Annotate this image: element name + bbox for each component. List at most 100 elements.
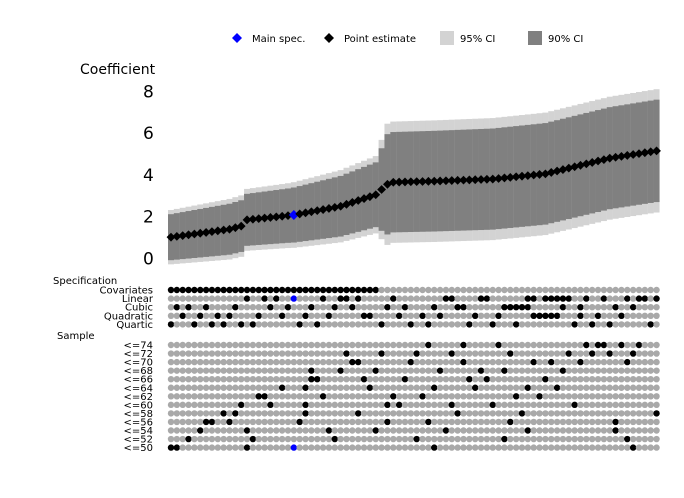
sample-indicator — [466, 444, 473, 451]
sample-indicator — [618, 427, 625, 434]
sample-indicator — [536, 427, 543, 434]
sample-indicator — [501, 410, 508, 417]
specification-indicator — [232, 312, 239, 319]
sample-indicator — [355, 435, 362, 443]
specification-indicator — [167, 321, 175, 328]
sample-indicator — [489, 435, 496, 443]
sample-indicator — [472, 376, 479, 383]
sample-indicator — [524, 341, 532, 349]
sample-indicator — [208, 393, 216, 400]
sample-indicator — [331, 350, 338, 357]
sample-indicator — [653, 418, 660, 426]
sample-indicator — [530, 418, 537, 426]
specification-indicator — [360, 295, 368, 302]
specification-indicator — [290, 321, 298, 328]
sample-row-label: <=50 — [124, 443, 153, 454]
sample-row-label: <=70 — [124, 358, 153, 369]
sample-indicator — [214, 435, 221, 443]
specification-indicator — [390, 312, 397, 319]
sample-indicator — [360, 376, 368, 383]
sample-indicator — [179, 376, 186, 383]
sample-indicator — [372, 418, 379, 426]
sample-indicator — [331, 410, 338, 417]
specification-indicator — [442, 304, 450, 311]
specification-indicator — [495, 312, 502, 319]
sample-indicator — [600, 358, 608, 366]
specification-indicator — [594, 304, 602, 311]
point-estimate — [558, 165, 568, 174]
sample-indicator — [208, 376, 216, 383]
specification-indicator — [653, 312, 660, 319]
specification-indicator — [407, 304, 415, 311]
specification-indicator — [337, 304, 344, 311]
sample-indicator — [214, 341, 221, 349]
specification-indicator — [606, 321, 613, 328]
specification-indicator — [413, 295, 420, 302]
sample-indicator — [179, 427, 186, 434]
sample-indicator — [477, 367, 485, 374]
sample-indicator — [618, 376, 625, 383]
sample-indicator — [413, 418, 420, 426]
sample-indicator — [495, 350, 502, 357]
sample-indicator — [384, 435, 391, 443]
specification-indicator — [273, 312, 280, 319]
sample-indicator — [624, 341, 631, 349]
sample-indicator — [185, 358, 192, 366]
sample-indicator — [355, 418, 362, 426]
sample-indicator — [214, 410, 221, 417]
sample-indicator — [290, 384, 298, 391]
sample-indicator — [413, 410, 420, 417]
sample-indicator — [226, 401, 233, 409]
sample-indicator — [401, 418, 409, 426]
specification-indicator — [296, 295, 303, 302]
sample-indicator — [507, 376, 514, 383]
sample-indicator — [442, 376, 450, 383]
sample-indicator — [454, 427, 461, 434]
sample-indicator — [238, 384, 245, 391]
sample-indicator — [460, 427, 467, 434]
sample-indicator — [606, 401, 613, 409]
sample-indicator — [501, 393, 508, 400]
sample-indicator — [384, 358, 391, 366]
sample-indicator — [501, 427, 508, 434]
sample-indicator — [349, 367, 356, 374]
sample-indicator — [624, 401, 631, 409]
sample-indicator — [395, 393, 403, 400]
specification-indicator — [249, 286, 257, 294]
sample-indicator — [290, 418, 298, 426]
point-estimate — [576, 160, 585, 170]
sample-indicator — [507, 367, 514, 374]
specification-indicator — [565, 286, 572, 294]
sample-indicator — [372, 376, 379, 383]
specification-indicator — [413, 304, 420, 311]
sample-indicator — [618, 393, 625, 400]
sample-indicator — [343, 435, 350, 443]
specification-row-label: Cubic — [125, 303, 153, 314]
sample-indicator — [641, 350, 649, 357]
sample-indicator — [618, 418, 625, 426]
sample-indicator — [191, 401, 198, 409]
sample-indicator — [466, 376, 473, 383]
sample-indicator — [191, 418, 198, 426]
sample-indicator — [255, 384, 262, 391]
sample-indicator — [594, 418, 602, 426]
point-estimate — [587, 158, 597, 167]
sample-indicator — [366, 384, 374, 391]
sample-indicator — [384, 401, 391, 409]
specification-indicator — [635, 295, 643, 302]
specification-indicator — [185, 295, 192, 302]
sample-indicator — [314, 376, 321, 383]
sample-indicator — [384, 341, 391, 349]
point-estimate — [184, 230, 193, 240]
specification-indicator — [407, 312, 415, 319]
sample-indicator — [536, 358, 543, 366]
sample-indicator — [431, 427, 438, 434]
sample-indicator — [360, 427, 368, 434]
sample-indicator — [548, 435, 555, 443]
sample-indicator — [366, 444, 374, 451]
specification-indicator — [431, 312, 438, 319]
specification-indicator — [512, 295, 520, 302]
sample-indicator — [308, 341, 315, 349]
specification-indicator — [378, 321, 385, 328]
sample-indicator — [542, 401, 549, 409]
